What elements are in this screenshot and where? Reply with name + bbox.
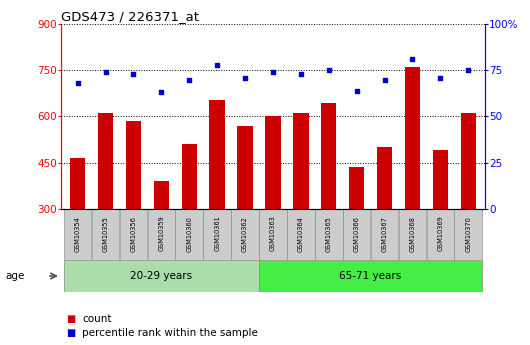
Bar [98,114,113,209]
Bar [237,126,253,209]
Bar [259,209,287,260]
Bar [126,121,141,209]
Text: count: count [82,314,112,324]
Text: GSM10360: GSM10360 [186,216,192,252]
Text: ■: ■ [66,314,75,324]
Bar [370,209,399,260]
Point [74,80,82,86]
Bar [175,209,203,260]
Point [352,88,361,93]
Text: GSM10365: GSM10365 [326,216,332,252]
Bar [182,144,197,209]
Bar [349,167,364,209]
Point [464,68,472,73]
Bar [64,209,92,260]
Text: GSM10359: GSM10359 [158,216,164,252]
Bar [321,102,337,209]
Bar [405,67,420,209]
Bar [231,209,259,260]
Point [381,77,389,82]
Point [129,71,138,77]
Text: GSM10354: GSM10354 [75,216,81,252]
Text: GSM10370: GSM10370 [465,216,471,252]
Text: percentile rank within the sample: percentile rank within the sample [82,328,258,338]
Text: age: age [5,271,25,281]
Point [241,75,249,80]
Bar [427,209,454,260]
Bar [377,147,392,209]
Bar [147,209,175,260]
Text: GSM10362: GSM10362 [242,216,248,252]
Bar [204,209,231,260]
Bar [432,150,448,209]
Text: GDS473 / 226371_at: GDS473 / 226371_at [61,10,199,23]
Text: ■: ■ [66,328,75,338]
Point [324,68,333,73]
Bar [259,260,482,292]
Bar [120,209,147,260]
Bar [154,181,169,209]
Bar [70,158,85,209]
Text: GSM10364: GSM10364 [298,216,304,252]
Point [269,69,277,75]
Point [436,75,445,80]
Bar [454,209,482,260]
Point [157,90,165,95]
Bar [287,209,315,260]
Point [185,77,193,82]
Bar [92,209,119,260]
Bar [315,209,342,260]
Point [213,62,222,68]
Bar [293,114,308,209]
Bar [209,99,225,209]
Text: GSM10369: GSM10369 [437,216,443,252]
Text: GSM10356: GSM10356 [130,216,137,252]
Point [408,57,417,62]
Bar [343,209,370,260]
Bar [461,114,476,209]
Text: GSM10368: GSM10368 [409,216,416,252]
Text: GSM10361: GSM10361 [214,216,220,252]
Point [297,71,305,77]
Text: GSM10355: GSM10355 [103,216,109,252]
Bar [399,209,426,260]
Text: GSM10367: GSM10367 [382,216,387,252]
Text: 20-29 years: 20-29 years [130,271,192,281]
Bar [64,260,259,292]
Text: GSM10366: GSM10366 [354,216,360,252]
Text: GSM10363: GSM10363 [270,216,276,252]
Text: 65-71 years: 65-71 years [339,271,402,281]
Bar [266,117,280,209]
Point [101,69,110,75]
